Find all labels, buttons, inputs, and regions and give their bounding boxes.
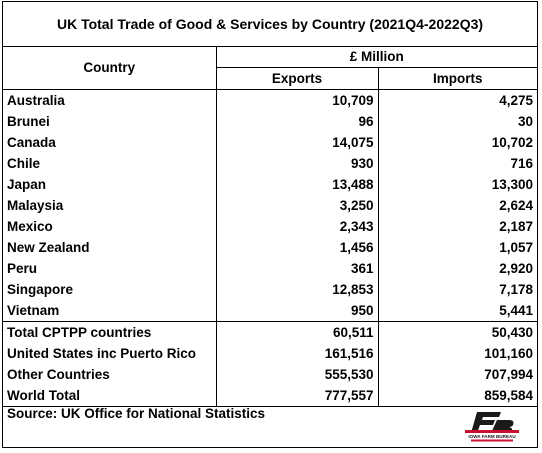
exports-value: 12,853 [216, 279, 379, 300]
table-title: UK Total Trade of Good & Services by Cou… [3, 2, 537, 47]
imports-value: 5,441 [499, 303, 533, 318]
imports-value: 859,584 [378, 385, 537, 407]
table-body: Australia 10,709 4,275 Brunei 96 30 Canada 14,0… [3, 89, 537, 407]
imports-value: 1,057 [499, 240, 533, 255]
exports-value: 3,250 [216, 195, 379, 216]
exports-value: 950 [216, 300, 379, 322]
exports-value: 14,075 [216, 132, 379, 153]
table-row: New Zealand 1,456 1,057 [3, 237, 537, 258]
table-row: United States inc Puerto Rico 161,516 101,… [3, 343, 537, 364]
row-label: Canada [3, 132, 217, 153]
row-label: Australia [3, 89, 217, 111]
imports-value: 2,624 [499, 198, 533, 213]
imports-header: Imports [378, 67, 537, 90]
table-row: Chile 930 716 [3, 153, 537, 174]
table-row: Brunei 96 30 [3, 111, 537, 132]
exports-value: 1,456 [216, 237, 379, 258]
imports-value: 2,920 [499, 261, 533, 276]
exports-value: 60,511 [216, 321, 379, 343]
row-label: Singapore [3, 279, 217, 300]
imports-value: 50,430 [378, 321, 537, 343]
exports-header: Exports [216, 67, 379, 90]
imports-value: 2,187 [499, 219, 533, 234]
row-label: Japan [3, 174, 217, 195]
row-label: United States inc Puerto Rico [3, 343, 217, 364]
row-label: World Total [3, 385, 217, 407]
logo-mark-b [491, 420, 514, 433]
imports-value: 10,702 [491, 135, 533, 150]
trade-table: Country £ Million Exports Imports Austra… [3, 46, 537, 407]
table-frame: UK Total Trade of Good & Services by Cou… [2, 1, 538, 448]
table-row: Vietnam 950 5,441 [3, 300, 537, 322]
exports-value: 555,530 [216, 364, 379, 385]
row-label: Brunei [3, 111, 217, 132]
table-row: Singapore 12,853 7,178 [3, 279, 537, 300]
table-row: Japan 13,488 13,300 [3, 174, 537, 195]
logo-tagline-bar [471, 439, 513, 442]
row-label: Malaysia [3, 195, 217, 216]
table-row: Australia 10,709 4,275 [3, 89, 537, 111]
imports-value: 707,994 [484, 367, 533, 382]
source-note: Source: UK Office for National Statistic… [7, 406, 266, 421]
row-label: Peru [3, 258, 217, 279]
exports-value: 2,343 [216, 216, 379, 237]
table-row: Canada 14,075 10,702 [3, 132, 537, 153]
imports-value: 13,300 [491, 177, 533, 192]
row-label: Other Countries [3, 364, 217, 385]
table-row: Peru 361 2,920 [3, 258, 537, 279]
imports-value: 4,275 [499, 93, 533, 108]
row-label: New Zealand [3, 237, 217, 258]
table-row: World Total 777,557 859,584 [3, 385, 537, 407]
row-label: Vietnam [3, 300, 217, 322]
exports-value: 13,488 [216, 174, 379, 195]
table-row: Other Countries 555,530 707,994 [3, 364, 537, 385]
exports-value: 161,516 [216, 343, 379, 364]
imports-value: 101,160 [484, 346, 533, 361]
imports-value: 30 [517, 114, 533, 129]
imports-value: 7,178 [499, 282, 533, 297]
table-row: Malaysia 3,250 2,624 [3, 195, 537, 216]
exports-value: 10,709 [216, 89, 379, 111]
row-label: Mexico [3, 216, 217, 237]
iowa-farm-bureau-logo: IOWA FARM BUREAU [465, 412, 519, 442]
imports-value: 716 [510, 156, 533, 171]
row-label: Chile [3, 153, 217, 174]
logo-mark [471, 412, 501, 433]
table-row: Mexico 2,343 2,187 [3, 216, 537, 237]
table-row: Total CPTPP countries 60,511 50,430 [3, 321, 537, 343]
exports-value: 777,557 [216, 385, 379, 407]
exports-value: 930 [216, 153, 379, 174]
row-label: Total CPTPP countries [3, 321, 217, 343]
country-header: Country [3, 46, 217, 90]
exports-value: 361 [216, 258, 379, 279]
logo-band [465, 430, 519, 433]
exports-value: 96 [216, 111, 379, 132]
logo-text: IOWA FARM BUREAU [468, 434, 516, 439]
unit-header: £ Million [216, 46, 537, 68]
